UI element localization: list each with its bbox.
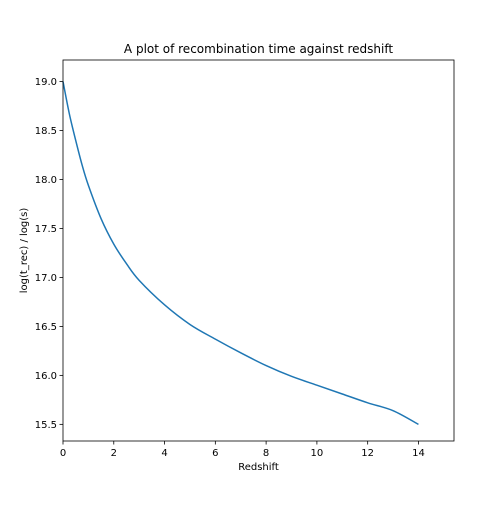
y-axis-label: log(t_rec) / log(s) — [19, 208, 30, 294]
plot-area — [63, 60, 454, 441]
x-tick-label: 6 — [212, 448, 218, 459]
x-tick-label: 4 — [161, 448, 167, 459]
x-tick-label: 10 — [311, 448, 324, 459]
x-tick-label: 2 — [111, 448, 117, 459]
y-tick-label: 16.0 — [35, 371, 57, 382]
chart-title: A plot of recombination time against red… — [124, 42, 393, 56]
y-axis-ticks: 15.5 16.0 16.5 17.0 17.5 18.0 18.5 19.0 — [35, 77, 63, 431]
x-axis-label: Redshift — [238, 462, 279, 473]
y-tick-label: 16.5 — [35, 322, 57, 333]
x-tick-label: 8 — [263, 448, 269, 459]
y-tick-label: 18.0 — [35, 175, 57, 186]
y-tick-label: 17.5 — [35, 224, 57, 235]
y-tick-label: 15.5 — [35, 420, 57, 431]
y-tick-label: 17.0 — [35, 273, 57, 284]
y-tick-label: 19.0 — [35, 77, 57, 88]
x-tick-label: 14 — [412, 448, 425, 459]
plot-frame — [62, 59, 455, 442]
series-line — [62, 81, 419, 426]
series-group — [62, 81, 419, 426]
x-tick-label: 12 — [361, 448, 374, 459]
y-tick-label: 18.5 — [35, 126, 57, 137]
x-tick-label: 0 — [60, 448, 66, 459]
x-axis-ticks: 0 2 4 6 8 10 12 14 — [60, 441, 425, 459]
